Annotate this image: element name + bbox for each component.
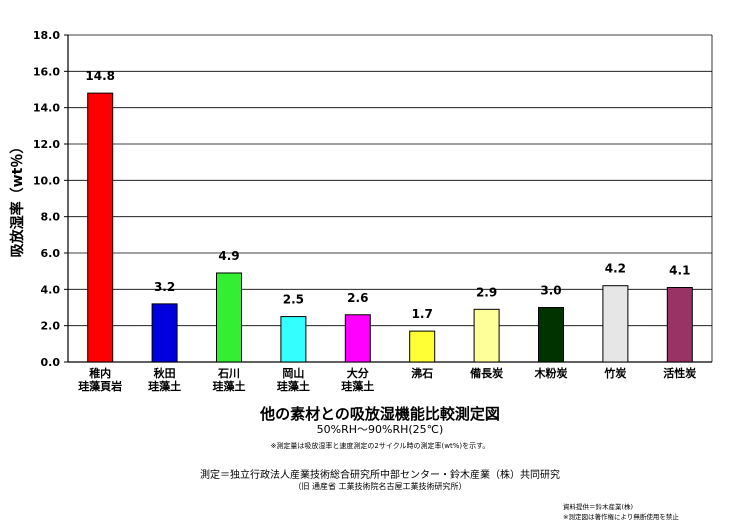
bar xyxy=(473,308,500,363)
bar xyxy=(409,330,436,363)
data-label: 4.2 xyxy=(605,262,626,276)
y-tick-label: 8.0 xyxy=(41,211,61,224)
bar xyxy=(87,92,114,363)
data-label: 2.9 xyxy=(476,285,497,299)
y-axis-label: 吸放湿率（wt％） xyxy=(9,140,26,258)
y-tick-label: 18.0 xyxy=(33,29,60,42)
bar xyxy=(666,287,693,363)
bar xyxy=(344,314,371,363)
x-tick-label: 珪藻土 xyxy=(148,379,181,393)
data-label: 1.7 xyxy=(412,307,433,321)
x-tick-label: 珪藻頁岩 xyxy=(78,379,122,393)
source-credit: 資料提供＝鈴木産業(株) xyxy=(563,503,634,511)
y-tick-label: 12.0 xyxy=(33,138,60,151)
data-label: 3.0 xyxy=(540,284,561,298)
chart-title: 他の素材との吸放湿機能比較測定図 xyxy=(260,405,500,423)
x-tick-label: 木粉炭 xyxy=(534,366,568,380)
x-tick-label: 石川 xyxy=(217,367,240,380)
x-tick-label: 珪藻土 xyxy=(341,379,374,393)
x-tick-label: 沸石 xyxy=(411,366,433,380)
y-tick-label: 6.0 xyxy=(41,247,61,260)
bar-chart: 0.0 2.0 4.0 6.0 8.0 10.0 12.0 14.0 16.0 18.0 14.8 稚… xyxy=(9,29,713,393)
y-tick-label: 14.0 xyxy=(33,102,60,115)
x-tick-label: 大分 xyxy=(347,366,369,380)
data-label: 2.6 xyxy=(347,291,368,305)
data-label: 4.1 xyxy=(669,264,690,278)
x-tick-label: 竹炭 xyxy=(603,366,626,380)
bar xyxy=(216,272,242,363)
y-tick-label: 10.0 xyxy=(33,174,60,187)
y-tick-label: 4.0 xyxy=(41,283,61,296)
x-tick-label: 珪藻土 xyxy=(277,379,310,393)
measurement-credit-former: （旧 通産省 工業技術院名古屋工業技術研究所） xyxy=(293,482,467,491)
bar xyxy=(602,285,629,363)
x-tick-label: 備長炭 xyxy=(470,366,503,380)
measurement-note: ※測定量は吸放湿率と速度測定の2サイクル時の測定率(wt%)を示す。 xyxy=(270,442,490,450)
measurement-credit: 測定＝独立行政法人産業技術総合研究所中部センター・鈴木産業（株）共同研究 xyxy=(200,470,560,481)
data-label: 4.9 xyxy=(218,249,239,263)
x-tick-label: 活性炭 xyxy=(663,366,696,380)
x-tick-label: 稚内 xyxy=(89,366,111,380)
x-tick-label: 岡山 xyxy=(282,366,304,380)
y-tick-label: 0.0 xyxy=(41,356,61,369)
copyright-note: ※測定図は著作権により無断使用を禁止 xyxy=(563,513,679,521)
data-label: 14.8 xyxy=(85,69,115,83)
x-tick-label: 珪藻土 xyxy=(213,379,246,393)
bar xyxy=(280,316,307,363)
data-label: 3.2 xyxy=(154,280,175,294)
y-tick-label: 16.0 xyxy=(33,65,60,78)
chart-subtitle: 50%RH～90%RH(25℃) xyxy=(316,423,444,436)
bar xyxy=(538,307,564,363)
y-tick-label: 2.0 xyxy=(41,320,61,333)
x-tick-label: 秋田 xyxy=(154,366,176,380)
bar xyxy=(151,303,178,363)
data-label: 2.5 xyxy=(283,293,304,307)
